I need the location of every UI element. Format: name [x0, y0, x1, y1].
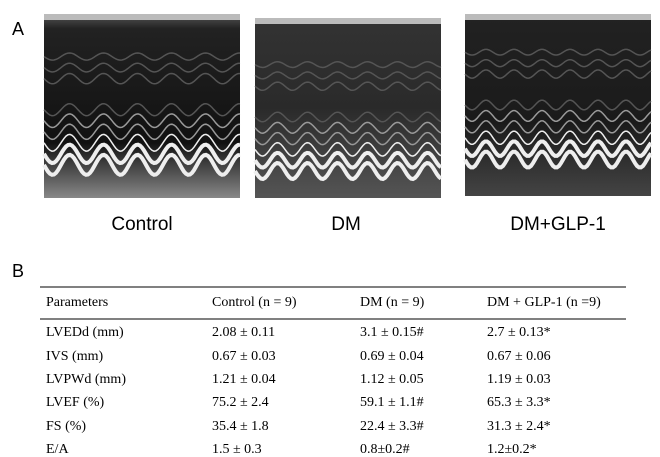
table-cell: 1.21 ± 0.04 — [212, 372, 276, 387]
echo-top — [465, 14, 651, 20]
table-cell: LVEF (%) — [46, 395, 105, 410]
table-cell: 3.1 ± 0.15# — [360, 325, 424, 340]
table-cell: 2.7 ± 0.13* — [487, 325, 551, 340]
image-caption: DM — [331, 214, 361, 235]
table-cell: 0.8±0.2# — [360, 442, 410, 457]
table-cell: 59.1 ± 1.1# — [360, 395, 424, 410]
table-cell: 1.19 ± 0.03 — [487, 372, 551, 387]
table-cell: 22.4 ± 3.3# — [360, 419, 424, 434]
table-header: Parameters — [46, 295, 108, 310]
table-cell: E/A — [46, 442, 69, 457]
table-cell: 1.12 ± 0.05 — [360, 372, 424, 387]
figure: A Control DM DM+GLP-1 B Parameters Control … — [0, 0, 660, 457]
table-cell: LVEDd (mm) — [46, 325, 124, 340]
echo-top — [44, 14, 240, 20]
table-header: DM (n = 9) — [360, 295, 425, 310]
image-caption: Control — [111, 214, 172, 235]
table-cell: 0.67 ± 0.06 — [487, 349, 551, 364]
table-cell: 31.3 ± 2.4* — [487, 419, 551, 434]
echo-top — [255, 18, 441, 24]
table-cell: 1.5 ± 0.3 — [212, 442, 262, 457]
table-cell: 2.08 ± 0.11 — [212, 325, 275, 340]
table-cell: LVPWd (mm) — [46, 372, 126, 387]
table-cell: FS (%) — [46, 419, 86, 434]
table-cell: 75.2 ± 2.4 — [212, 395, 269, 410]
table-cell: 0.67 ± 0.03 — [212, 349, 276, 364]
panel-label: A — [12, 19, 24, 39]
table-cell: 1.2±0.2* — [487, 442, 537, 457]
table-cell: 65.3 ± 3.3* — [487, 395, 551, 410]
table-cell: IVS (mm) — [46, 349, 104, 364]
table-header: Control (n = 9) — [212, 295, 297, 310]
table-header: DM + GLP-1 (n =9) — [487, 295, 601, 310]
table-cell: 35.4 ± 1.8 — [212, 419, 269, 434]
table-cell: 0.69 ± 0.04 — [360, 349, 424, 364]
page: A Control DM DM+GLP-1 B Parameters Control … — [0, 0, 660, 457]
panel-label: B — [12, 261, 24, 281]
image-caption: DM+GLP-1 — [510, 214, 606, 235]
